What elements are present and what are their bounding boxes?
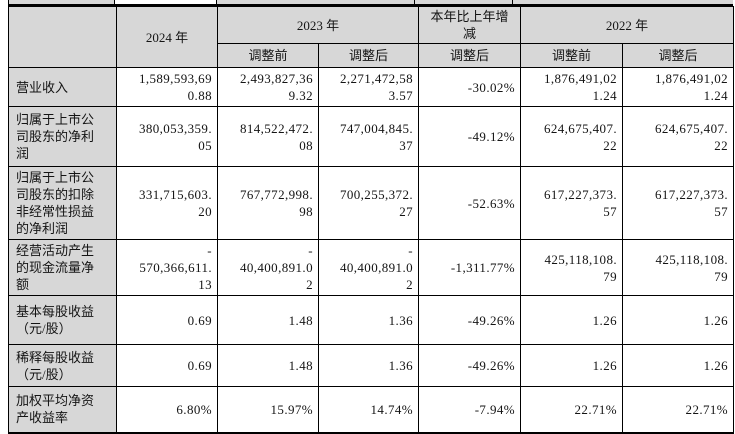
- fragment-cell: [513, 0, 733, 4]
- cell-value: 6.80%: [116, 386, 218, 433]
- table-row: 加权平均净资 产收益率 6.80% 15.97% 14.74% -7.94% 2…: [8, 386, 735, 433]
- cell-value: -30.02%: [418, 67, 522, 107]
- cell-value: 1.26: [622, 344, 735, 387]
- table-row: 稀释每股收益 （元/股） 0.69 1.48 1.36 -49.26% 1.26…: [8, 344, 735, 387]
- cell-value: 331,715,603. 20: [116, 166, 218, 240]
- cell-value: 0.69: [116, 295, 218, 345]
- cell-value: 814,522,472. 08: [217, 106, 319, 167]
- cell-value: 1.48: [217, 295, 319, 345]
- row-label-basic-eps: 基本每股收益 （元/股）: [8, 295, 117, 345]
- subheader-change-adjust-after: 调整后: [418, 43, 522, 68]
- cell-value: - 570,366,611. 13: [116, 239, 218, 296]
- previous-row-fragment: [8, 0, 733, 6]
- table-row: 归属于上市公 司股东的扣除 非经常性损益 的净利润 331,715,603. 2…: [8, 166, 735, 240]
- cell-value: -52.63%: [418, 166, 522, 240]
- cell-value: 1.48: [217, 344, 319, 387]
- cell-value: 1,589,593,69 0.88: [116, 67, 218, 107]
- table-row: 基本每股收益 （元/股） 0.69 1.48 1.36 -49.26% 1.26…: [8, 295, 735, 345]
- subheader-2022-adjust-after: 调整后: [622, 43, 735, 68]
- cell-value: - 40,400,891.0 2: [317, 239, 420, 296]
- cell-value: 425,118,108. 79: [622, 239, 735, 296]
- header-year-2024: 2024 年: [116, 6, 218, 68]
- fragment-cell: [115, 0, 217, 4]
- header-year-2023: 2023 年: [216, 6, 420, 44]
- cell-value: 617,227,373. 57: [520, 166, 624, 240]
- cell-value: 624,675,407. 22: [520, 106, 624, 167]
- row-label-operating-revenue: 营业收入: [8, 67, 117, 107]
- table-row: 营业收入 1,589,593,69 0.88 2,493,827,36 9.32…: [8, 67, 735, 107]
- cell-value: 1,876,491,02 1.24: [520, 67, 624, 107]
- table-row: 经营活动产生 的现金流量净 额 - 570,366,611. 13 - 40,4…: [8, 239, 735, 296]
- header-year-2022: 2022 年: [520, 6, 735, 44]
- fragment-cell: [415, 0, 513, 4]
- row-label-net-profit-excl-nonrecurring: 归属于上市公 司股东的扣除 非经常性损益 的净利润: [8, 166, 117, 240]
- cell-value: 747,004,845. 37: [317, 106, 420, 167]
- cell-value: 22.71%: [622, 386, 735, 433]
- cell-value: 14.74%: [317, 386, 420, 433]
- financial-summary-table: 2024 年 2023 年 本年比上年增 减 2022 年 调整前 调整后 调整…: [8, 6, 735, 434]
- cell-value: 700,255,372. 27: [317, 166, 420, 240]
- cell-value: -49.26%: [418, 344, 522, 387]
- fragment-cell: [8, 0, 115, 4]
- subheader-2023-adjust-after: 调整后: [317, 43, 420, 68]
- cell-value: 425,118,108. 79: [520, 239, 624, 296]
- cell-value: 1,876,491,02 1.24: [622, 67, 735, 107]
- cell-value: 624,675,407. 22: [622, 106, 735, 167]
- cell-value: -1,311.77%: [418, 239, 522, 296]
- header-change-vs-prior-year: 本年比上年增 减: [418, 6, 522, 44]
- cell-value: 2,493,827,36 9.32: [217, 67, 319, 107]
- cell-value: 1.26: [520, 344, 624, 387]
- cell-value: 1.26: [520, 295, 624, 345]
- cell-value: -49.26%: [418, 295, 522, 345]
- cell-value: 1.36: [317, 344, 420, 387]
- cell-value: -49.12%: [418, 106, 522, 167]
- cell-value: 0.69: [116, 344, 218, 387]
- fragment-cell: [217, 0, 415, 4]
- cell-value: 15.97%: [217, 386, 319, 433]
- cell-value: 767,772,998. 98: [217, 166, 319, 240]
- cell-value: 617,227,373. 57: [622, 166, 735, 240]
- cell-value: 1.36: [317, 295, 420, 345]
- row-label-operating-cash-flow: 经营活动产生 的现金流量净 额: [8, 239, 117, 296]
- cell-value: 380,053,359. 05: [116, 106, 218, 167]
- cell-value: - 40,400,891.0 2: [217, 239, 319, 296]
- subheader-2023-adjust-before: 调整前: [217, 43, 319, 68]
- subheader-2022-adjust-before: 调整前: [520, 43, 624, 68]
- cell-value: -7.94%: [418, 386, 522, 433]
- table-row: 归属于上市公 司股东的净利 润 380,053,359. 05 814,522,…: [8, 106, 735, 167]
- cell-value: 2,271,472,58 3.57: [317, 67, 420, 107]
- row-label-net-profit: 归属于上市公 司股东的净利 润: [8, 106, 117, 167]
- cell-value: 22.71%: [520, 386, 624, 433]
- cell-value: 1.26: [622, 295, 735, 345]
- row-label-weighted-average-roe: 加权平均净资 产收益率: [8, 386, 117, 433]
- row-label-diluted-eps: 稀释每股收益 （元/股）: [8, 344, 117, 387]
- header-empty-corner: [8, 6, 117, 68]
